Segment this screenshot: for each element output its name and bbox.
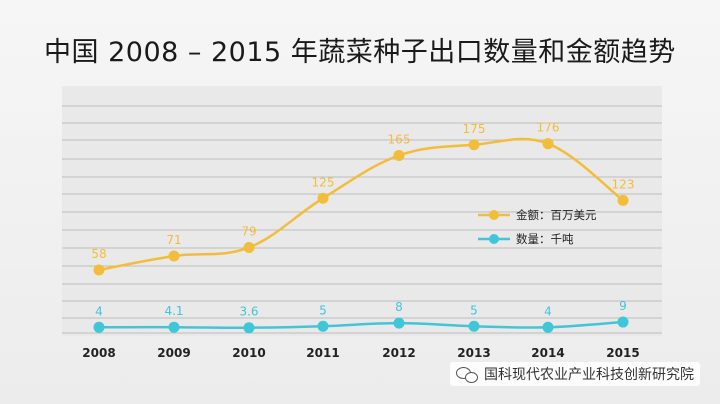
plot-area	[62, 86, 662, 336]
x-tick-2011: 2011	[306, 346, 339, 360]
amount-point-2015	[617, 194, 629, 206]
legend-entry-0: 金额：百万美元	[516, 208, 597, 222]
quantity-point-2012	[393, 317, 405, 329]
quantity-label-2010: 3.6	[239, 305, 258, 319]
amount-point-2012	[393, 149, 405, 161]
amount-label-2012: 165	[388, 132, 411, 146]
quantity-label-2015: 9	[619, 299, 627, 313]
x-tick-2008: 2008	[82, 346, 115, 360]
watermark-text: 国科现代农业产业科技创新研究院	[484, 367, 694, 383]
amount-point-2009	[168, 250, 180, 262]
amount-label-2014: 176	[537, 121, 560, 135]
amount-point-2008	[93, 264, 105, 276]
quantity-point-2010	[243, 322, 255, 334]
amount-label-2011: 125	[312, 175, 335, 189]
quantity-label-2012: 8	[395, 300, 403, 314]
amount-label-2013: 175	[463, 122, 486, 136]
quantity-label-2009: 4.1	[164, 304, 183, 318]
amount-point-2014	[542, 138, 554, 150]
x-tick-2010: 2010	[232, 346, 265, 360]
quantity-point-2009	[168, 321, 180, 333]
watermark: 国科现代农业产业科技创新研究院	[450, 362, 700, 386]
quantity-point-2013	[468, 320, 480, 332]
amount-label-2010: 79	[241, 224, 256, 238]
x-tick-2014: 2014	[531, 346, 564, 360]
quantity-point-2008	[93, 321, 105, 333]
amount-point-2010	[243, 241, 255, 253]
legend-marker-1	[489, 234, 499, 244]
quantity-point-2014	[542, 321, 554, 333]
legend-marker-0	[489, 210, 499, 220]
quantity-point-2011	[317, 320, 329, 332]
quantity-point-2015	[617, 316, 629, 328]
x-tick-2015: 2015	[606, 346, 639, 360]
legend-entry-1: 数量：千吨	[516, 232, 574, 246]
quantity-label-2008: 4	[95, 304, 103, 318]
amount-point-2013	[468, 139, 480, 151]
series-line-quantity	[98, 320, 624, 329]
amount-label-2008: 58	[91, 247, 106, 261]
quantity-label-2011: 5	[319, 303, 327, 317]
wechat-icon	[456, 366, 478, 383]
amount-label-2015: 123	[612, 177, 635, 191]
x-tick-2009: 2009	[157, 346, 190, 360]
amount-label-2009: 71	[166, 233, 181, 247]
x-tick-2013: 2013	[457, 346, 490, 360]
amount-point-2011	[317, 192, 329, 204]
page-title: 中国 2008 – 2015 年蔬菜种子出口数量和金额趋势	[44, 37, 676, 68]
x-tick-2012: 2012	[382, 346, 415, 360]
quantity-label-2013: 5	[470, 303, 478, 317]
quantity-label-2014: 4	[544, 304, 552, 318]
